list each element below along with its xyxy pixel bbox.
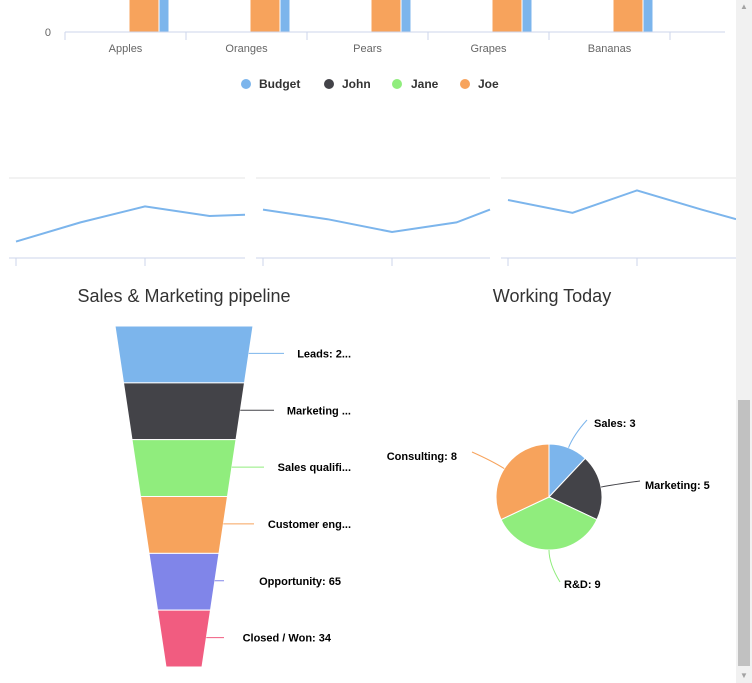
- bar-plot-area: [129, 0, 653, 32]
- pie-slice-label: R&D: 9: [564, 579, 601, 591]
- funnel-stage-shape[interactable]: [122, 382, 246, 441]
- funnel-stage-shape[interactable]: [131, 439, 237, 497]
- legend-label-john: John: [342, 77, 371, 91]
- sparkline-panel-2: [256, 177, 491, 266]
- bar-y-tick-label: 0: [45, 27, 51, 39]
- pie-slices: Sales: 3 Marketing: 5 R&D: 9 Consulting: 8: [387, 418, 710, 591]
- pie-slice-shape[interactable]: [548, 457, 603, 521]
- bar-joe-oranges[interactable]: [250, 0, 280, 32]
- pie-connector-line: [568, 419, 588, 448]
- funnel-stage-shape[interactable]: [148, 552, 220, 611]
- funnel-stage-label: Opportunity: 65: [259, 576, 341, 588]
- funnel-stage-shape[interactable]: [139, 496, 229, 554]
- pie-title: Working Today: [493, 286, 611, 306]
- bar-budget-pears[interactable]: [401, 0, 411, 32]
- legend-label-jane: Jane: [411, 77, 439, 91]
- funnel-stage-label: Leads: 2...: [297, 348, 351, 360]
- pie-slice-label: Consulting: 8: [387, 451, 457, 463]
- bar-budget-oranges[interactable]: [280, 0, 290, 32]
- funnel-stage-label: Closed / Won: 34: [243, 633, 332, 645]
- sparkline-series-line[interactable]: [262, 208, 491, 234]
- bar-joe-pears[interactable]: [371, 0, 401, 32]
- bar-x-tick-label-pears: Pears: [353, 43, 382, 55]
- bar-joe-apples[interactable]: [129, 0, 159, 32]
- legend-item-jane[interactable]: Jane: [392, 77, 439, 91]
- bar-budget-apples[interactable]: [159, 0, 169, 32]
- bar-budget-grapes[interactable]: [522, 0, 532, 32]
- bar-joe-bananas[interactable]: [613, 0, 643, 32]
- funnel-stage-label: Customer eng...: [268, 519, 351, 531]
- bar-x-tick-label-apples: Apples: [109, 43, 143, 55]
- funnel-title: Sales & Marketing pipeline: [77, 286, 290, 306]
- legend-marker-john: [324, 79, 334, 89]
- vertical-scrollbar[interactable]: ▲ ▼: [736, 0, 752, 683]
- bar-budget-bananas[interactable]: [643, 0, 653, 32]
- funnel-stage-3[interactable]: Sales qualifi...: [131, 439, 351, 497]
- scroll-up-arrow-icon[interactable]: ▲: [740, 2, 748, 11]
- pie-chart: Working Today Sales: 3 Marketing: 5 R&D: 9…: [387, 286, 710, 591]
- funnel-chart: Sales & Marketing pipeline Leads: 2... Ma…: [77, 286, 352, 668]
- pie-slice-label: Marketing: 5: [645, 480, 710, 492]
- legend-marker-jane: [392, 79, 402, 89]
- bar-legend: Budget John Jane Joe: [241, 77, 499, 91]
- funnel-stage-shape[interactable]: [114, 325, 254, 384]
- pie-slice-r-d[interactable]: R&D: 9: [500, 496, 601, 591]
- bar-x-ticks: Apples Oranges Pears Grapes Bananas: [64, 32, 671, 55]
- pie-slice-shape[interactable]: [495, 443, 550, 521]
- legend-item-john[interactable]: John: [324, 77, 371, 91]
- sparkline-panel-1: [9, 177, 246, 266]
- bar-x-tick-label-bananas: Bananas: [588, 43, 632, 55]
- pie-connector-line: [548, 549, 561, 583]
- sparkline-series-line[interactable]: [15, 205, 246, 243]
- legend-label-budget: Budget: [259, 77, 300, 91]
- pie-slice-consulting[interactable]: Consulting: 8: [387, 443, 550, 521]
- bar-x-tick-label-grapes: Grapes: [470, 43, 507, 55]
- pie-slice-marketing[interactable]: Marketing: 5: [548, 457, 710, 521]
- pie-slice-label: Sales: 3: [594, 418, 636, 430]
- pie-connector-line: [471, 451, 505, 470]
- bar-x-tick-label-oranges: Oranges: [225, 43, 268, 55]
- sparkline-panel-3: [501, 177, 736, 266]
- funnel-stage-1[interactable]: Leads: 2...: [114, 325, 351, 384]
- scrollbar-thumb[interactable]: [738, 400, 750, 666]
- funnel-stage-6[interactable]: Closed / Won: 34: [156, 609, 332, 668]
- legend-label-joe: Joe: [478, 77, 499, 91]
- legend-item-budget[interactable]: Budget: [241, 77, 300, 91]
- sparkline-series-line[interactable]: [507, 189, 736, 221]
- sparkline-charts: [9, 177, 736, 266]
- funnel-stages: Leads: 2... Marketing ... Sales qualifi...…: [114, 325, 352, 668]
- bar-chart: 0 Apples Oranges Pears Grapes Bananas Budget…: [45, 0, 725, 91]
- funnel-stage-label: Marketing ...: [287, 405, 351, 417]
- funnel-stage-shape[interactable]: [156, 609, 212, 668]
- pie-connector-line: [600, 480, 641, 488]
- funnel-stage-4[interactable]: Customer eng...: [139, 496, 352, 554]
- bar-joe-grapes[interactable]: [492, 0, 522, 32]
- funnel-stage-5[interactable]: Opportunity: 65: [148, 552, 341, 611]
- legend-item-joe[interactable]: Joe: [460, 77, 499, 91]
- scroll-down-arrow-icon[interactable]: ▼: [740, 671, 748, 680]
- funnel-stage-label: Sales qualifi...: [278, 462, 351, 474]
- legend-marker-budget: [241, 79, 251, 89]
- funnel-stage-2[interactable]: Marketing ...: [122, 382, 352, 441]
- legend-marker-joe: [460, 79, 470, 89]
